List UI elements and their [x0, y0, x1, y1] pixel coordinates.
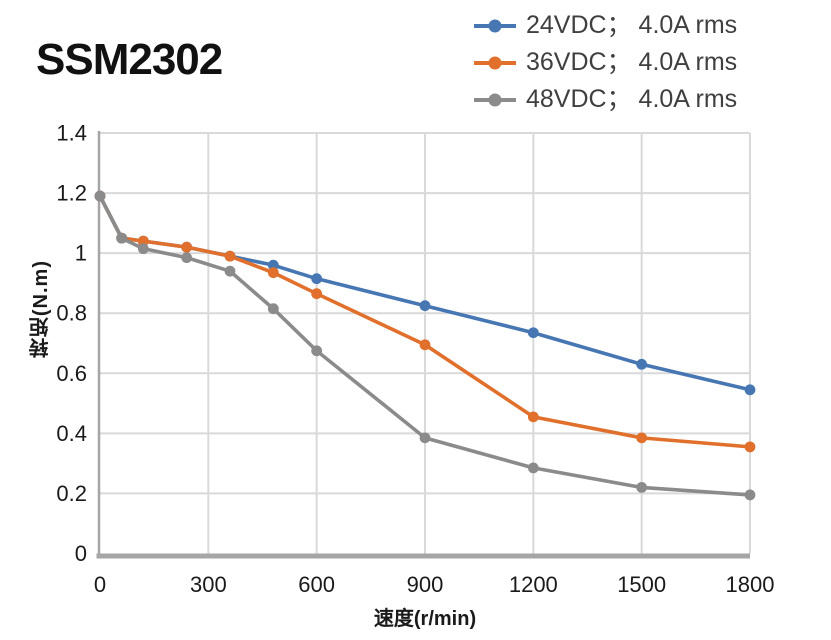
- legend-marker-24vdc-icon: [474, 19, 516, 32]
- y-tick-label: 0.6: [56, 361, 87, 386]
- data-point-36vdc: [419, 339, 431, 351]
- axes: [96, 131, 750, 559]
- x-tick-label: 1500: [617, 572, 666, 597]
- y-tick-label: 0: [75, 541, 87, 566]
- data-point-36vdc: [181, 241, 193, 253]
- data-point-36vdc: [636, 432, 648, 444]
- legend-label-48vdc: 48VDC； 4.0A rms: [526, 85, 738, 113]
- chart-title: SSM2302: [36, 35, 223, 84]
- data-point-48vdc: [137, 243, 149, 255]
- y-tick-label: 1.2: [56, 181, 87, 206]
- legend-label-24vdc: 24VDC； 4.0A rms: [526, 11, 738, 39]
- data-point-36vdc: [527, 411, 539, 423]
- x-tick-label: 900: [407, 572, 444, 597]
- data-point-48vdc: [636, 482, 648, 493]
- y-tick-label: 1.4: [56, 121, 87, 146]
- data-point-48vdc: [94, 190, 106, 202]
- data-point-24vdc: [636, 358, 648, 370]
- x-tick-label: 300: [190, 572, 227, 597]
- data-point-48vdc: [181, 252, 193, 264]
- data-point-48vdc: [224, 265, 236, 277]
- legend-marker-48vdc-icon: [474, 93, 516, 106]
- data-point-36vdc: [137, 235, 149, 247]
- x-axis-label: 速度(r/min): [373, 608, 477, 630]
- data-point-36vdc: [224, 250, 236, 262]
- x-tick-label: 1800: [726, 572, 775, 597]
- y-tick-label: 1: [75, 241, 87, 266]
- data-point-48vdc: [311, 345, 323, 357]
- legend-item-24vdc: 24VDC； 4.0A rms: [473, 7, 737, 44]
- y-tick-label: 0.8: [56, 301, 87, 326]
- x-tick-label: 0: [94, 572, 106, 597]
- data-point-48vdc: [419, 432, 431, 444]
- legend: 24VDC； 4.0A rms 36VDC； 4.0A rms 48VDC； 4…: [473, 7, 737, 118]
- data-point-36vdc: [267, 267, 279, 279]
- legend-item-36vdc: 36VDC； 4.0A rms: [473, 44, 737, 81]
- y-tick-labels: 0 0.2 0.4 0.6 0.8 1 1.2 1.4: [56, 121, 87, 567]
- data-point-24vdc: [267, 259, 279, 271]
- data-point-36vdc: [311, 288, 323, 300]
- data-point-48vdc: [116, 232, 128, 244]
- data-point-48vdc: [744, 489, 756, 501]
- series-48vdc: [94, 190, 756, 501]
- data-point-24vdc: [744, 384, 756, 396]
- legend-marker-36vdc-icon: [474, 56, 516, 69]
- x-tick-label: 600: [298, 572, 335, 597]
- x-tick-labels: 0 300 600 900 1200 1500 1800: [94, 572, 775, 597]
- legend-item-48vdc: 48VDC； 4.0A rms: [473, 81, 737, 118]
- data-point-24vdc: [311, 273, 323, 285]
- data-point-48vdc: [267, 303, 279, 315]
- y-tick-label: 0.2: [56, 481, 87, 506]
- x-tick-label: 1200: [509, 572, 558, 597]
- legend-label-36vdc: 36VDC； 4.0A rms: [526, 48, 738, 76]
- y-tick-label: 0.4: [56, 421, 87, 446]
- data-point-36vdc: [744, 441, 756, 453]
- data-point-24vdc: [527, 327, 539, 339]
- data-point-24vdc: [419, 300, 431, 312]
- data-point-48vdc: [527, 462, 539, 474]
